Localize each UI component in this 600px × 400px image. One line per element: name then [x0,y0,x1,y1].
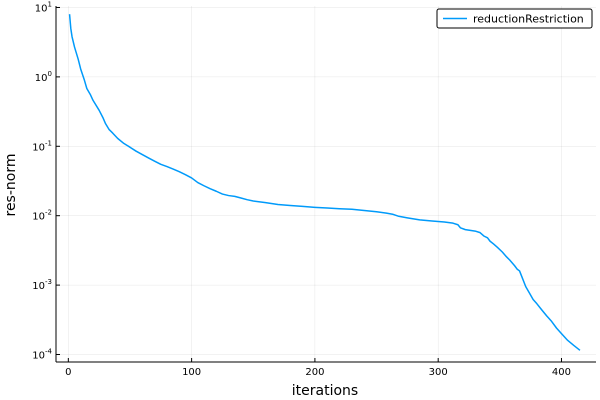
y-tick-label: 10-3 [32,278,52,292]
y-tick-label: 10-2 [32,209,52,223]
x-tick-label: 0 [65,367,71,378]
x-tick-label: 400 [552,367,571,378]
y-tick-label: 10-4 [32,348,52,362]
grid [56,6,596,362]
series-line [68,14,581,351]
y-tick-label: 100 [35,70,52,84]
x-axis-label: iterations [292,383,358,399]
axes [55,6,596,363]
legend-entry-label: reductionRestriction [473,13,584,26]
y-tick-label: 10-1 [32,139,52,153]
x-tick-label: 200 [305,367,324,378]
y-tick-label: 101 [35,0,52,14]
y-axis-label: res-norm [3,154,19,217]
legend-box [436,8,593,29]
x-tick-label: 300 [429,367,448,378]
legend: reductionRestriction [436,8,593,29]
x-tick-label: 100 [182,367,201,378]
ticks: 0 100 200 300 400 101 100 10-1 10-2 10-3 10-4 [32,0,571,378]
plot-area [68,14,581,351]
